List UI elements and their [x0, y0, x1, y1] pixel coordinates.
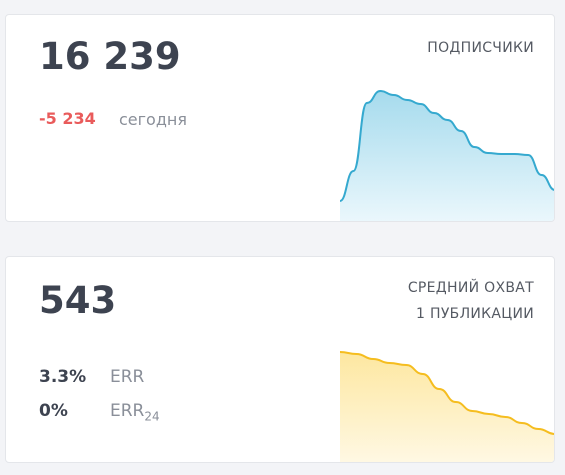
- metric-label: ERR: [110, 367, 145, 387]
- card-title: СРЕДНИЙ ОХВАТ 1 ПУБЛИКАЦИИ: [408, 275, 534, 327]
- title-line: ПОДПИСЧИКИ: [427, 40, 534, 56]
- title-line: 1 ПУБЛИКАЦИИ: [416, 306, 534, 322]
- change-label: сегодня: [119, 110, 187, 129]
- reach-value: 543: [39, 279, 117, 322]
- card-title: ПОДПИСЧИКИ: [427, 35, 534, 61]
- metric-label: ERR24: [110, 401, 160, 423]
- sparkline-line: [340, 89, 554, 202]
- sparkline-area: [340, 352, 554, 462]
- change: -5 234: [39, 109, 96, 128]
- title-line: СРЕДНИЙ ОХВАТ: [407, 280, 534, 296]
- metric-value: 0%: [39, 401, 68, 421]
- sparkline: [340, 89, 554, 221]
- metric-value: 3.3%: [39, 367, 87, 387]
- card: 543 СРЕДНИЙ ОХВАТ 1 ПУБЛИКАЦИИ 3.3% ERR …: [5, 256, 555, 463]
- sparkline: [340, 351, 554, 462]
- sparkline-area: [340, 91, 554, 221]
- metric-subscript: 24: [144, 409, 160, 424]
- subscribers-value: 16 239: [39, 35, 181, 78]
- card: 16 239 ПОДПИСЧИКИ -5 234 сегодня: [5, 14, 555, 222]
- sparkline-line: [340, 351, 554, 435]
- metric-name: ERR: [110, 401, 145, 421]
